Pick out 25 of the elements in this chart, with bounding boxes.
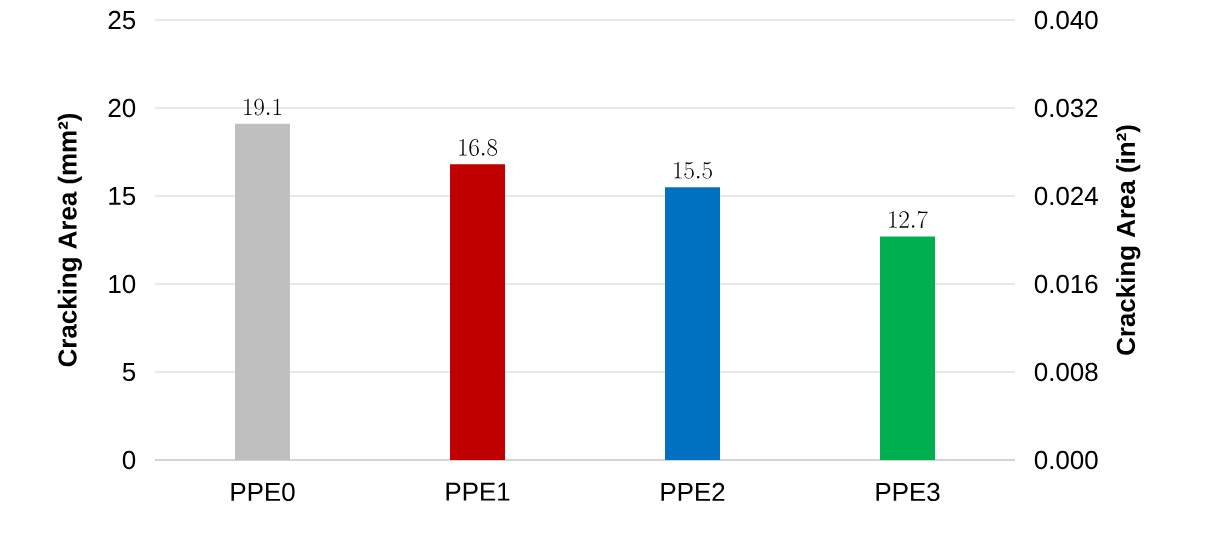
y2-axis-title: Cracking Area (in²)	[1116, 125, 1141, 355]
y2-tick-label: 0.000	[1034, 450, 1098, 470]
y2-tick-label: 0.032	[1034, 98, 1098, 118]
bar	[880, 236, 936, 460]
x-tick-label: PPE1	[446, 482, 510, 501]
y2-tick-label: 0.024	[1034, 186, 1098, 206]
y2-tick-label: 0.008	[1034, 362, 1098, 382]
y-tick-label: 15	[109, 186, 136, 206]
y2-tick-label: 0.016	[1034, 274, 1098, 294]
y-axis-title: Cracking Area (mm²)	[57, 113, 82, 367]
y-tick-label: 25	[108, 10, 136, 30]
data-label: 16.8	[459, 139, 498, 156]
x-tick-label: PPE0	[231, 482, 295, 502]
y-tick-label: 0	[122, 450, 136, 470]
bar	[665, 187, 720, 460]
y-tick-label: 10	[109, 274, 136, 294]
data-label: 15.5	[674, 161, 712, 179]
data-label: 19. 1	[244, 98, 282, 116]
y-tick-label: 5	[122, 362, 136, 382]
x-tick-label: PPE2	[661, 482, 725, 501]
data-label: 12.7	[889, 210, 928, 229]
y2-tick-label: 0.040	[1034, 10, 1098, 30]
bar	[450, 164, 505, 460]
y-tick-label: 20	[108, 98, 136, 118]
x-tick-label: PPE3	[876, 482, 940, 502]
